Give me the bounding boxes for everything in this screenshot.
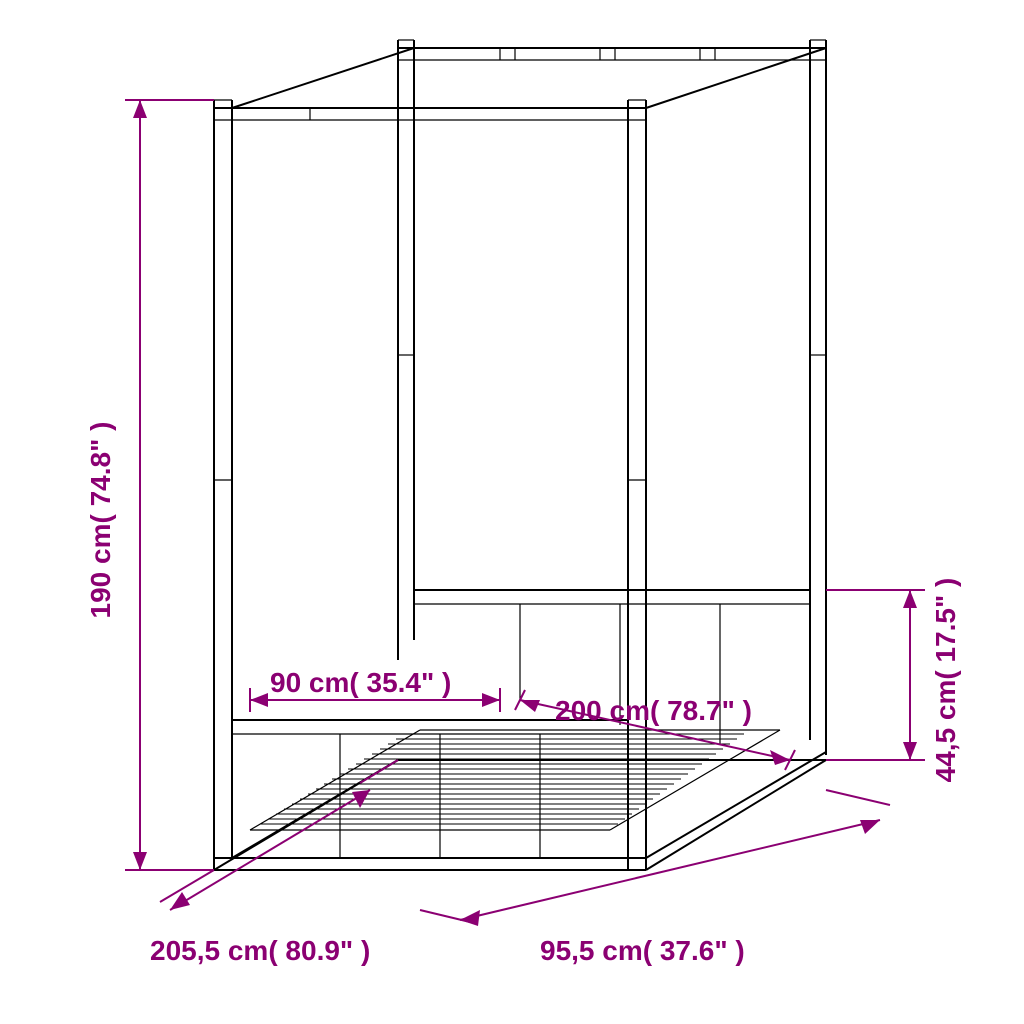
dim-outer-width: 95,5 cm( 37.6" ): [420, 790, 890, 966]
back-right-post: [810, 40, 826, 755]
dim-outer-length-label: 205,5 cm( 80.9" ): [150, 935, 370, 966]
dim-inner-length-label: 200 cm( 78.7" ): [555, 695, 752, 726]
front-left-post: [214, 100, 232, 870]
dimensions: 190 cm( 74.8" ) 44,5 cm( 17.5" ) 90 cm( …: [85, 100, 961, 966]
dim-height: 190 cm( 74.8" ): [85, 100, 214, 870]
post-joints: [214, 355, 826, 480]
bed-frame-drawing: [214, 40, 826, 870]
dim-height-label: 190 cm( 74.8" ): [85, 422, 116, 619]
dim-outer-length: 205,5 cm( 80.9" ): [150, 760, 398, 966]
dim-inner-width-label: 90 cm( 35.4" ): [270, 667, 451, 698]
dim-side-height: 44,5 cm( 17.5" ): [826, 578, 961, 783]
footboard: [214, 720, 646, 870]
dim-inner-width: 90 cm( 35.4" ): [250, 667, 500, 712]
dim-side-height-label: 44,5 cm( 17.5" ): [930, 578, 961, 783]
slats: [260, 734, 744, 824]
back-left-post: [398, 40, 414, 660]
canopy-top: [214, 48, 826, 120]
side-rails: [214, 752, 826, 870]
dim-outer-width-label: 95,5 cm( 37.6" ): [540, 935, 745, 966]
